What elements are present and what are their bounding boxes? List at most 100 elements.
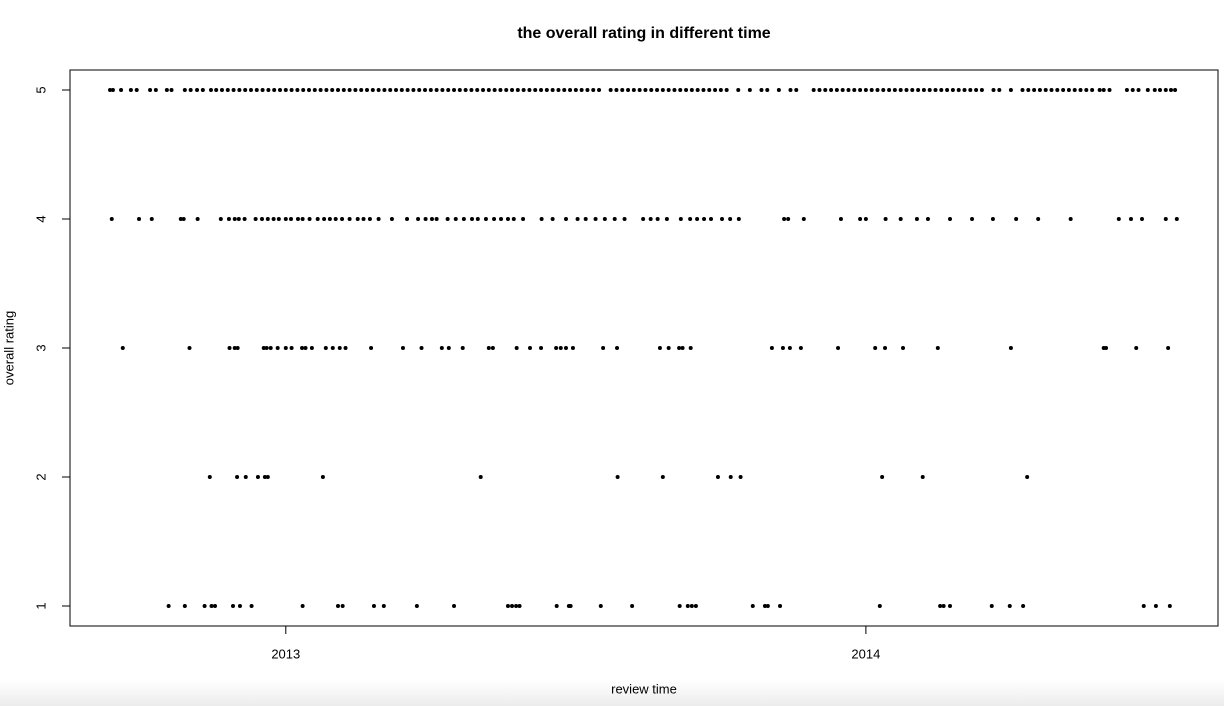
point [989,604,994,609]
point [232,216,237,221]
point [1166,346,1171,350]
point [554,604,559,609]
point [255,475,260,480]
point [678,87,683,92]
point [148,87,153,92]
point [134,87,139,92]
point [881,87,886,92]
point [1101,87,1106,92]
x-tick-label: 2013 [271,646,300,661]
point [119,87,124,92]
point [254,87,259,92]
point [195,87,200,92]
point [242,216,247,221]
point [353,87,358,92]
point [1008,346,1013,350]
point [655,87,660,92]
point [666,346,671,350]
point [300,346,305,350]
point [1174,216,1179,221]
point [478,475,483,480]
point [510,87,515,92]
point [225,87,230,92]
point [794,87,799,92]
point [330,346,335,350]
point [178,216,183,221]
point [672,87,677,92]
point [1128,216,1133,221]
point [968,87,973,92]
point [1084,87,1089,92]
point [550,216,555,221]
point [649,87,654,92]
point [439,346,444,350]
point [1141,604,1146,609]
point [369,346,374,350]
point [688,216,693,221]
point [1157,87,1162,92]
point [235,346,240,350]
point [724,87,729,92]
point [974,87,979,92]
point [947,604,952,609]
point [169,87,174,92]
point [109,216,114,221]
point [347,216,352,221]
point [504,87,509,92]
point [778,604,783,609]
point [306,87,311,92]
point [920,475,925,480]
window-edge [0,680,1224,706]
point [452,604,457,609]
point [452,87,457,92]
chart-title: the overall rating in different time [517,25,770,42]
point [490,346,495,350]
point [376,216,381,221]
point [434,216,439,221]
point [695,87,700,92]
point [376,87,381,92]
point [811,87,816,92]
point [207,475,212,480]
point [231,604,236,609]
point [563,346,568,350]
point [521,216,526,221]
point [470,216,475,221]
point [521,87,526,92]
point [631,87,636,92]
point [417,87,422,92]
point [660,87,665,92]
point [643,87,648,92]
point [248,87,253,92]
point [128,87,133,92]
point [266,87,271,92]
point [612,216,617,221]
point [505,216,510,221]
y-tick-label: 2 [33,473,48,480]
point [312,87,317,92]
point [786,216,791,221]
point [309,346,314,350]
point [475,216,480,221]
point [187,346,192,350]
point [591,87,596,92]
point [1032,87,1037,92]
point [283,346,288,350]
point [182,87,187,92]
point [324,87,329,92]
point [762,604,767,609]
point [709,216,714,221]
point [330,87,335,92]
point [182,604,187,609]
point [718,87,723,92]
point [838,216,843,221]
point [713,87,718,92]
point [626,87,631,92]
point [533,87,538,92]
point [583,216,588,221]
point [340,604,345,609]
point [914,216,919,221]
point [904,87,909,92]
point [666,87,671,92]
point [295,216,300,221]
